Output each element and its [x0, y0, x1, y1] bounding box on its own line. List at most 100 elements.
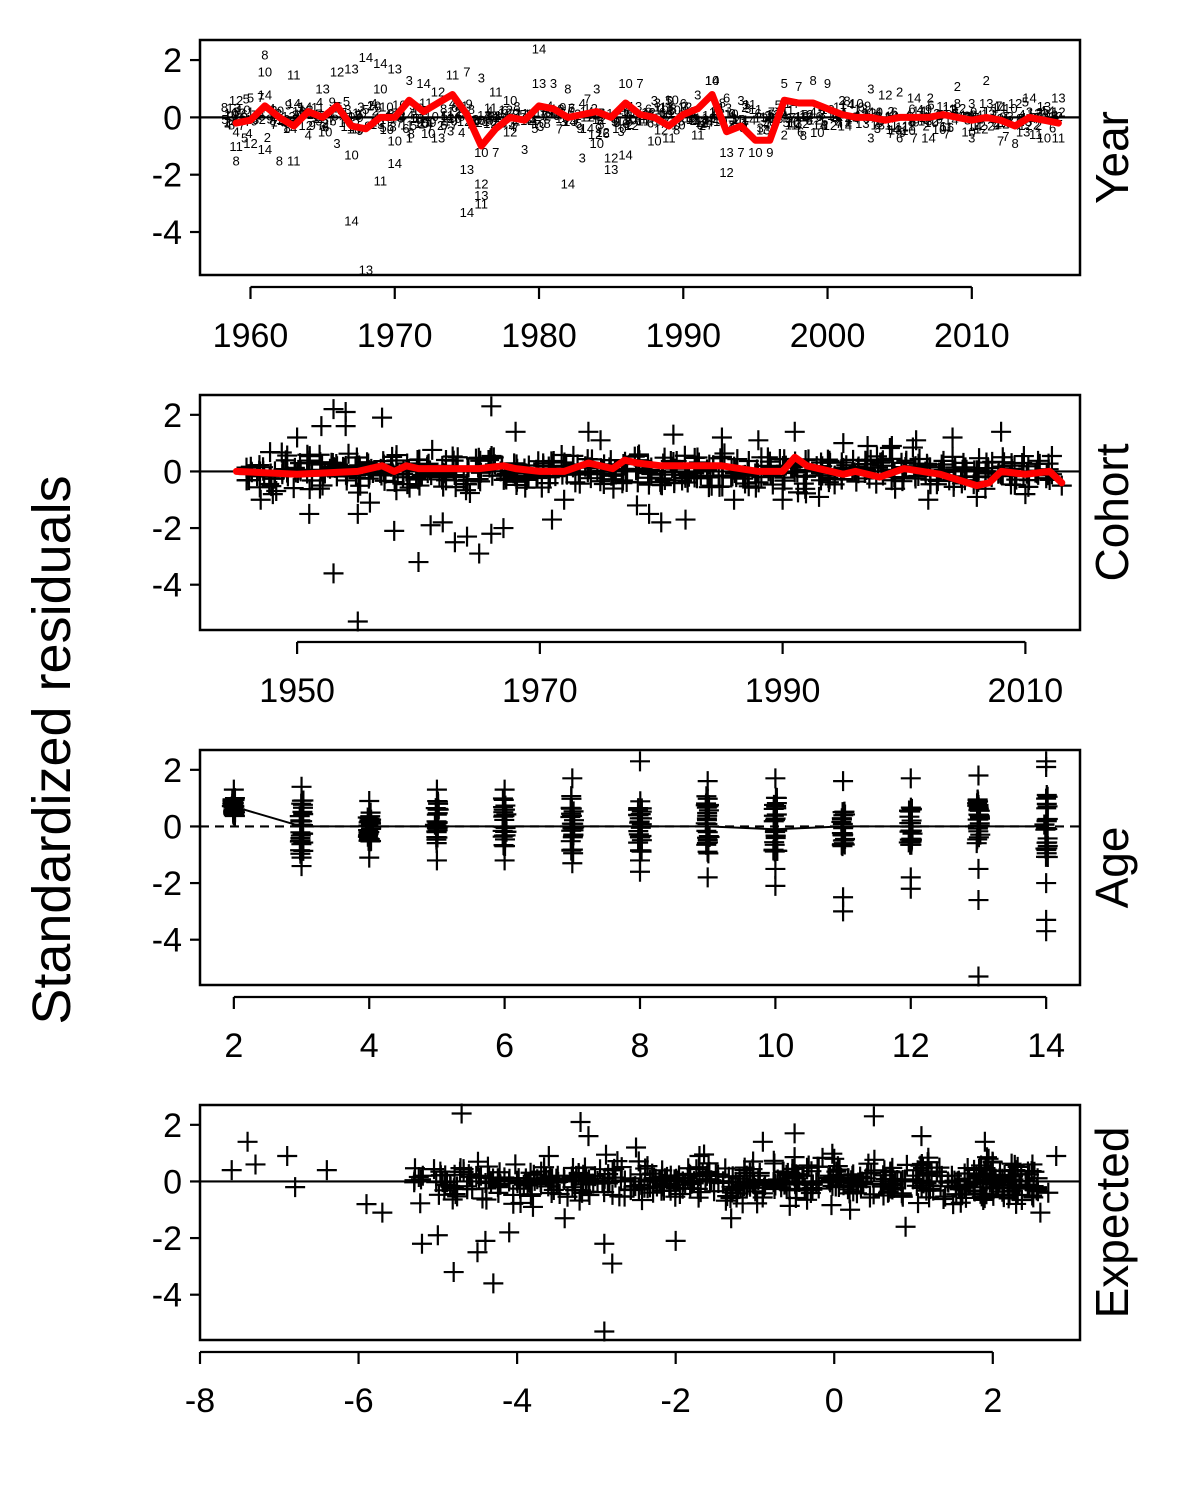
residual-point	[626, 1137, 647, 1158]
residual-point	[895, 1216, 916, 1237]
residual-label: 4	[917, 102, 924, 117]
residual-point	[933, 1188, 954, 1209]
residual-point	[483, 1273, 504, 1294]
residual-point	[361, 818, 382, 839]
residual-label: 10	[724, 107, 738, 122]
residual-label: 2	[954, 79, 961, 94]
residual-label: 11	[1029, 127, 1043, 142]
residual-label: 3	[354, 107, 361, 122]
residual-point	[631, 798, 652, 819]
residual-label: 13	[224, 108, 238, 123]
residual-label: 8	[513, 99, 520, 114]
residual-label: 11	[902, 119, 916, 134]
residual-point	[875, 1169, 896, 1189]
residual-label: 8	[729, 118, 736, 133]
residual-point	[356, 1194, 377, 1215]
y-tick-label: 0	[163, 1163, 182, 1201]
residual-label: 8	[954, 96, 961, 111]
residual-label: 2	[1033, 118, 1040, 133]
residual-label: 3	[593, 82, 600, 97]
residual-label: 11	[475, 196, 489, 211]
residual-label: 4	[579, 96, 586, 111]
residual-point	[793, 473, 814, 494]
residual-point	[1023, 1187, 1044, 1208]
residual-point	[787, 462, 808, 483]
residual-label: 7	[943, 127, 950, 142]
trend-line	[232, 805, 1048, 831]
residual-label: 3	[521, 142, 528, 157]
residual-point	[1038, 1182, 1059, 1203]
residual-label: 7	[789, 110, 796, 125]
residual-label: 10	[236, 103, 250, 118]
residual-label: 5	[775, 97, 782, 112]
residual-point	[712, 476, 733, 497]
residual-label: 10	[447, 111, 461, 126]
residual-point	[700, 467, 721, 488]
residual-label: 4	[486, 103, 493, 118]
x-tick-label: 1970	[357, 317, 433, 355]
residual-label: 6	[891, 105, 898, 120]
trend-line	[232, 453, 1066, 490]
residual-point	[237, 1131, 258, 1152]
y-tick-label: -4	[152, 214, 182, 252]
residual-label: 13	[1037, 99, 1051, 114]
residual-point	[968, 858, 989, 879]
residual-label: 13	[477, 108, 491, 123]
residual-label: 6	[568, 101, 575, 116]
residual-point	[859, 1187, 880, 1208]
x-tick-label: 1970	[502, 672, 578, 710]
residual-label: 7	[492, 145, 499, 160]
residual-point	[459, 483, 480, 504]
y-axis-title: Standardized residuals	[22, 475, 82, 1024]
residual-label: 4	[905, 106, 912, 121]
residual-label: 10	[482, 114, 496, 129]
residual-point	[338, 443, 359, 464]
residual-label: 3	[757, 121, 764, 136]
residual-point	[752, 1131, 773, 1152]
residual-label: 12	[799, 107, 813, 122]
residual-label: 10	[622, 113, 636, 128]
residual-label: 6	[603, 126, 610, 141]
residual-label: 7	[328, 113, 335, 128]
residual-label: 10	[388, 133, 402, 148]
residual-point	[335, 416, 356, 437]
x-tick-label: 8	[631, 1027, 650, 1065]
residual-point	[782, 1163, 803, 1184]
residual-point	[594, 1233, 615, 1254]
residual-label: 6	[322, 119, 329, 134]
residual-label: 3	[867, 82, 874, 97]
residual-label: 10	[786, 115, 800, 130]
residual-label: 6	[528, 111, 535, 126]
residual-label: 3	[744, 101, 751, 116]
y-tick-label: -2	[152, 157, 182, 195]
residual-label: 10	[901, 123, 915, 138]
residual-point	[432, 512, 453, 533]
residual-point	[1000, 474, 1021, 495]
residual-point	[765, 808, 786, 829]
residual-point	[715, 1190, 736, 1211]
residual-point	[696, 797, 717, 818]
residual-point	[926, 1161, 947, 1182]
residual-point	[873, 1165, 894, 1186]
residual-label: 2	[690, 113, 697, 128]
x-tick-label: -2	[661, 1382, 691, 1420]
residual-label: 3	[447, 124, 454, 139]
residual-point	[384, 520, 405, 541]
residual-point	[946, 1184, 967, 1205]
residual-label: 13	[795, 109, 809, 124]
residual-label: 6	[768, 106, 775, 121]
residual-label: 12	[1051, 105, 1065, 120]
residual-point	[665, 1230, 686, 1251]
residual-point	[610, 1171, 631, 1192]
residual-label: 14	[580, 121, 594, 136]
residual-label: 3	[968, 96, 975, 111]
residual-point	[323, 399, 344, 420]
residual-label: 4	[458, 125, 465, 140]
residual-point	[602, 1253, 623, 1274]
residual-point	[287, 427, 308, 448]
y-tick-label: 2	[163, 397, 182, 435]
trend-line	[232, 91, 1062, 150]
residual-label: 13	[659, 100, 673, 115]
residual-point	[721, 1179, 742, 1200]
